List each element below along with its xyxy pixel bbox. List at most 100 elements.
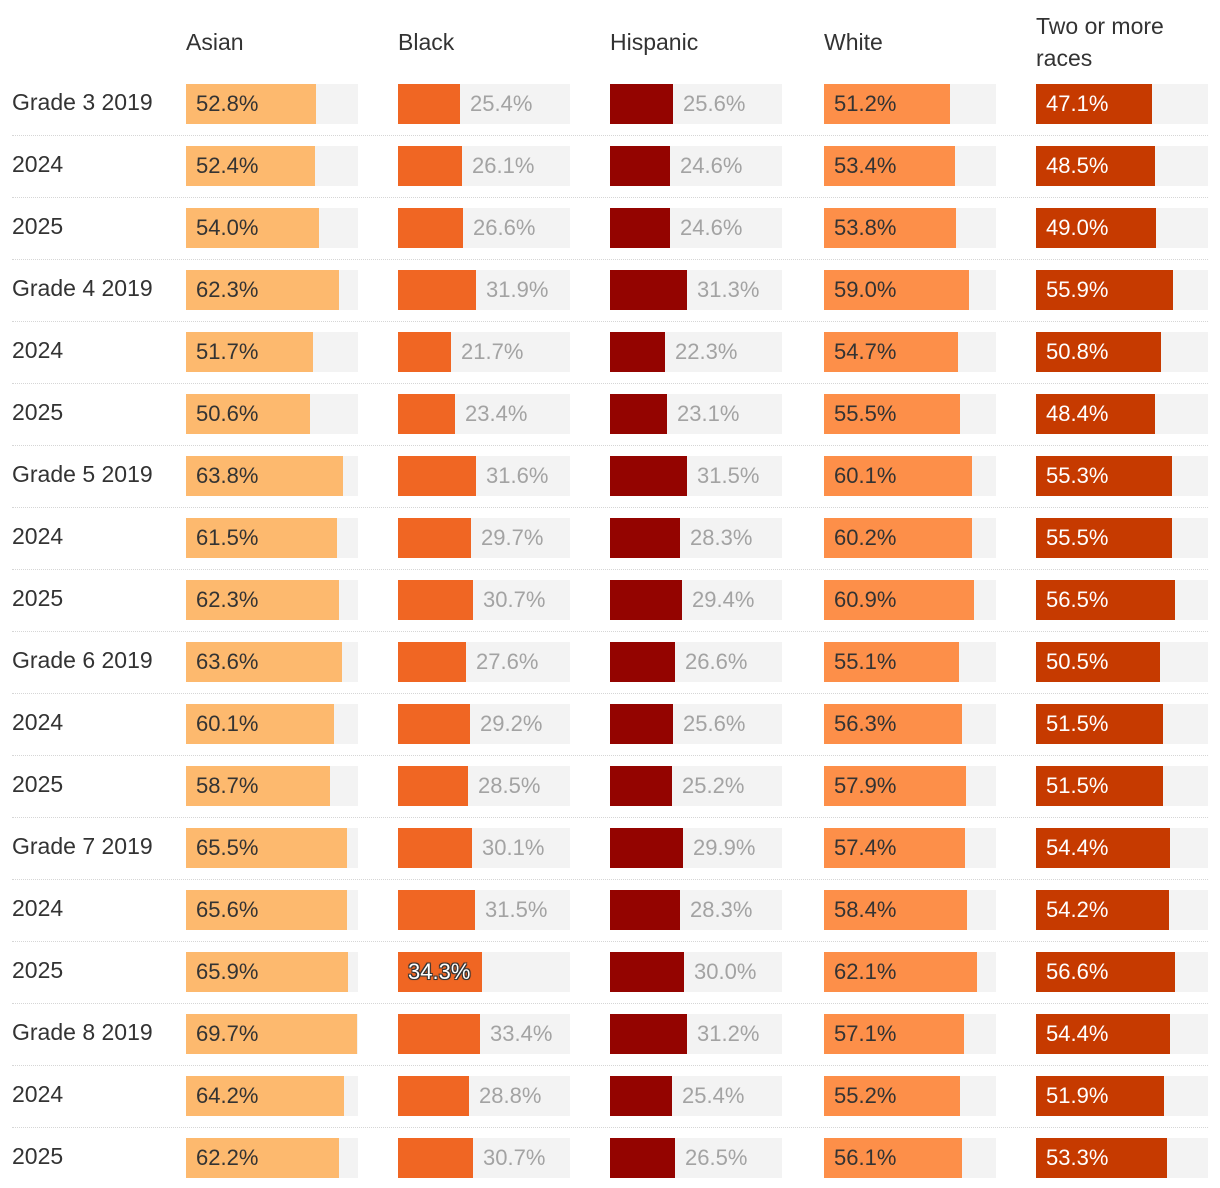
bar-track: 54.4%: [1036, 1014, 1208, 1054]
bar-white[interactable]: [824, 952, 977, 992]
bar-two-or-more-races[interactable]: [1036, 84, 1152, 124]
bar-two-or-more-races[interactable]: [1036, 890, 1169, 930]
bar-black[interactable]: [398, 208, 463, 248]
bar-white[interactable]: [824, 1076, 960, 1116]
bar-two-or-more-races[interactable]: [1036, 1014, 1170, 1054]
bar-asian[interactable]: [186, 394, 310, 434]
bar-black[interactable]: [398, 580, 473, 620]
bar-asian[interactable]: [186, 456, 343, 496]
bar-asian[interactable]: [186, 704, 334, 744]
bar-two-or-more-races[interactable]: [1036, 580, 1175, 620]
bar-asian[interactable]: [186, 518, 337, 558]
bar-two-or-more-races[interactable]: [1036, 828, 1170, 868]
bar-hispanic[interactable]: [610, 580, 682, 620]
bar-hispanic[interactable]: [610, 518, 680, 558]
bar-two-or-more-races[interactable]: [1036, 766, 1163, 806]
bar-hispanic[interactable]: [610, 828, 683, 868]
bar-white[interactable]: [824, 704, 962, 744]
row-separator: [12, 321, 1208, 322]
bar-black[interactable]: [398, 394, 455, 434]
bar-white[interactable]: [824, 146, 955, 186]
bar-hispanic[interactable]: [610, 456, 687, 496]
bar-two-or-more-races[interactable]: [1036, 1076, 1164, 1116]
bar-black[interactable]: [398, 332, 451, 372]
bar-hispanic[interactable]: [610, 208, 670, 248]
bar-black[interactable]: [398, 456, 476, 496]
bar-hispanic[interactable]: [610, 766, 672, 806]
bar-asian[interactable]: [186, 208, 319, 248]
bar-white[interactable]: [824, 394, 960, 434]
bar-hispanic[interactable]: [610, 1076, 672, 1116]
bar-hispanic[interactable]: [610, 146, 670, 186]
bar-two-or-more-races[interactable]: [1036, 642, 1160, 682]
bar-white[interactable]: [824, 1014, 964, 1054]
bar-white[interactable]: [824, 1138, 962, 1178]
bar-track: 29.4%: [610, 580, 782, 620]
bar-black[interactable]: [398, 704, 470, 744]
bar-white[interactable]: [824, 270, 969, 310]
bar-white[interactable]: [824, 642, 959, 682]
bar-black[interactable]: [398, 518, 471, 558]
bar-black[interactable]: [398, 1138, 473, 1178]
bar-hispanic[interactable]: [610, 890, 680, 930]
bar-two-or-more-races[interactable]: [1036, 332, 1161, 372]
bar-hispanic[interactable]: [610, 1138, 675, 1178]
bar-value-label: 53.3%: [1046, 1145, 1109, 1170]
bar-asian[interactable]: [186, 952, 348, 992]
bar-hispanic[interactable]: [610, 332, 665, 372]
bar-two-or-more-races[interactable]: [1036, 704, 1163, 744]
bar-black[interactable]: [398, 890, 475, 930]
bar-white[interactable]: [824, 84, 950, 124]
bar-black[interactable]: [398, 1076, 469, 1116]
bar-two-or-more-races[interactable]: [1036, 1138, 1167, 1178]
bar-white[interactable]: [824, 332, 958, 372]
bar-black[interactable]: [398, 828, 472, 868]
bar-hispanic[interactable]: [610, 642, 675, 682]
bar-value-label: 62.1%: [834, 959, 897, 984]
bar-asian[interactable]: [186, 828, 347, 868]
bar-white[interactable]: [824, 518, 972, 558]
bar-asian[interactable]: [186, 580, 339, 620]
bar-two-or-more-races[interactable]: [1036, 270, 1173, 310]
bar-white[interactable]: [824, 828, 965, 868]
bar-two-or-more-races[interactable]: [1036, 456, 1172, 496]
bar-value-label: 27.6%: [476, 649, 539, 674]
bar-asian[interactable]: [186, 766, 330, 806]
bar-two-or-more-races[interactable]: [1036, 952, 1175, 992]
bar-asian[interactable]: [186, 146, 315, 186]
bar-two-or-more-races[interactable]: [1036, 208, 1156, 248]
bar-asian[interactable]: [186, 1014, 357, 1054]
bar-asian[interactable]: [186, 84, 316, 124]
bar-value-label: 28.5%: [478, 773, 541, 798]
bar-black[interactable]: [398, 146, 462, 186]
bar-black[interactable]: [398, 1014, 480, 1054]
bar-asian[interactable]: [186, 332, 313, 372]
bar-white[interactable]: [824, 208, 956, 248]
bar-track: 65.9%: [186, 952, 358, 992]
bar-black[interactable]: [398, 642, 466, 682]
bar-black[interactable]: [398, 766, 468, 806]
bar-black[interactable]: [398, 84, 460, 124]
row-separator: [12, 817, 1208, 818]
bar-asian[interactable]: [186, 1076, 344, 1116]
bar-hispanic[interactable]: [610, 952, 684, 992]
bar-hispanic[interactable]: [610, 1014, 687, 1054]
bar-black[interactable]: [398, 952, 482, 992]
bar-value-label: 31.5%: [697, 463, 760, 488]
bar-two-or-more-races[interactable]: [1036, 518, 1172, 558]
bar-white[interactable]: [824, 456, 972, 496]
bar-white[interactable]: [824, 580, 974, 620]
bar-white[interactable]: [824, 890, 967, 930]
bar-hispanic[interactable]: [610, 84, 673, 124]
bar-white[interactable]: [824, 766, 966, 806]
bar-asian[interactable]: [186, 642, 342, 682]
bar-hispanic[interactable]: [610, 270, 687, 310]
bar-asian[interactable]: [186, 270, 339, 310]
bar-asian[interactable]: [186, 890, 347, 930]
bar-two-or-more-races[interactable]: [1036, 146, 1155, 186]
bar-hispanic[interactable]: [610, 704, 673, 744]
bar-asian[interactable]: [186, 1138, 339, 1178]
bar-black[interactable]: [398, 270, 476, 310]
bar-two-or-more-races[interactable]: [1036, 394, 1155, 434]
bar-hispanic[interactable]: [610, 394, 667, 434]
